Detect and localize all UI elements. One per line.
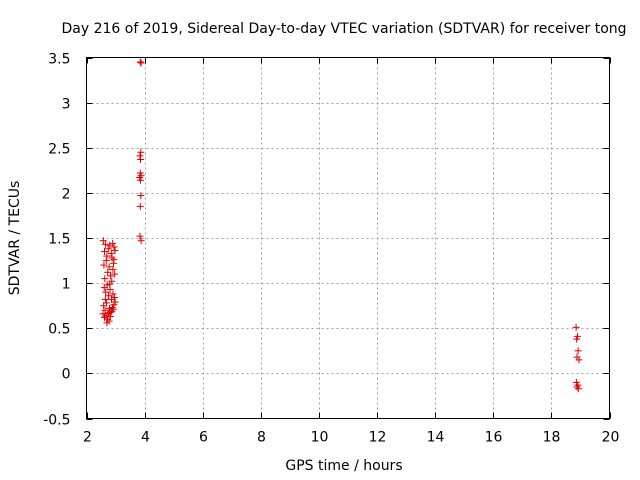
data-point xyxy=(99,237,107,245)
chart-title: Day 216 of 2019, Sidereal Day-to-day VTE… xyxy=(61,21,626,37)
x-tick-label: 6 xyxy=(199,430,208,446)
data-point xyxy=(105,309,113,317)
x-tick-label: 4 xyxy=(141,430,150,446)
data-point xyxy=(107,272,115,280)
data-point xyxy=(574,381,582,389)
data-point xyxy=(108,277,116,285)
data-point xyxy=(110,294,118,302)
data-point xyxy=(137,148,145,156)
data-point xyxy=(100,261,108,269)
y-tick-label: 0 xyxy=(62,367,71,383)
y-axis: -0.5 0 0.5 1 1.5 2 2.5 3 3.5 xyxy=(43,52,610,429)
x-tick-label: 8 xyxy=(257,430,266,446)
x-axis-title: GPS time / hours xyxy=(285,458,402,474)
y-tick-label: -0.5 xyxy=(43,413,70,429)
y-tick-label: 2.5 xyxy=(48,142,70,158)
y-tick-label: 3 xyxy=(62,97,71,113)
x-tick-label: 16 xyxy=(485,430,503,446)
data-point xyxy=(574,385,582,393)
data-point xyxy=(110,243,118,251)
data-point xyxy=(136,152,144,160)
data-point xyxy=(136,232,144,240)
data-point xyxy=(107,295,115,303)
data-point xyxy=(105,292,113,300)
data-point xyxy=(103,299,111,307)
x-tick-label: 10 xyxy=(311,430,329,446)
data-point xyxy=(104,268,112,276)
data-point xyxy=(137,192,145,200)
data-point xyxy=(103,252,111,260)
data-point xyxy=(108,254,116,262)
y-tick-label: 2 xyxy=(62,187,71,203)
data-point xyxy=(573,335,581,343)
x-axis: 2 4 6 8 10 12 14 16 18 20 xyxy=(83,57,620,446)
data-point xyxy=(102,257,110,265)
y-axis-title: SDTVAR / TECUs xyxy=(7,181,23,296)
data-point xyxy=(110,256,118,264)
data-point xyxy=(111,270,119,278)
y-tick-label: 3.5 xyxy=(48,52,70,68)
data-point xyxy=(101,240,109,248)
data-point xyxy=(109,305,117,313)
x-tick-label: 20 xyxy=(602,430,620,446)
y-tick-label: 1.5 xyxy=(48,232,70,248)
data-point xyxy=(136,58,144,66)
data-point xyxy=(106,241,114,249)
data-point xyxy=(106,313,114,321)
data-point xyxy=(109,239,117,247)
x-tick-label: 12 xyxy=(369,430,387,446)
data-point xyxy=(107,249,115,257)
data-point xyxy=(101,275,109,283)
data-point xyxy=(574,347,582,355)
data-point xyxy=(102,288,110,296)
data-point xyxy=(105,263,113,271)
data-point xyxy=(109,290,117,298)
data-point xyxy=(573,383,581,391)
y-tick-label: 0.5 xyxy=(48,322,70,338)
data-point xyxy=(109,266,117,274)
data-point xyxy=(101,248,109,256)
data-point xyxy=(137,172,145,180)
data-point xyxy=(572,323,580,331)
data-point xyxy=(137,59,145,67)
x-tick-label: 14 xyxy=(427,430,445,446)
x-tick-label: 18 xyxy=(543,430,561,446)
data-point xyxy=(137,237,145,245)
data-point xyxy=(103,319,111,327)
data-point xyxy=(111,247,119,255)
data-series-sdtvar xyxy=(99,58,583,393)
data-point xyxy=(137,176,145,184)
data-point xyxy=(101,295,109,303)
data-point xyxy=(108,307,116,315)
data-point xyxy=(110,301,118,309)
data-point xyxy=(104,245,112,253)
data-point xyxy=(137,155,145,163)
grid-lines xyxy=(86,57,610,419)
data-point xyxy=(99,310,107,318)
data-point xyxy=(101,313,109,321)
data-point xyxy=(101,306,109,314)
data-point xyxy=(575,356,583,364)
y-tick-label: 1 xyxy=(62,277,71,293)
data-point xyxy=(136,202,144,210)
x-tick-label: 2 xyxy=(83,430,92,446)
